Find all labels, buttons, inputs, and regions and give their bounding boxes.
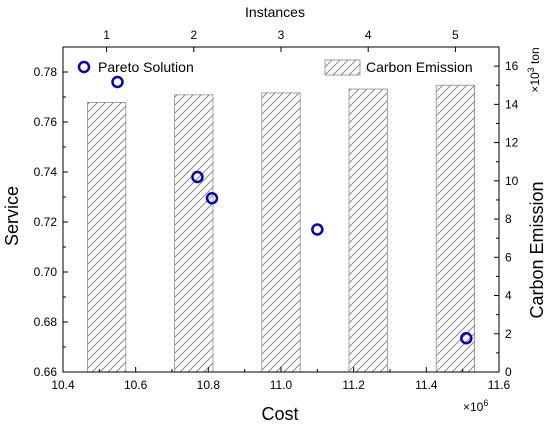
y-right-tick-label: 16 — [505, 59, 519, 73]
y-axis-left-title: Service — [2, 186, 22, 246]
y-right-tick-label: 14 — [505, 97, 519, 111]
x-tick-label: 11.0 — [270, 378, 293, 392]
x-tick-label: 10.8 — [197, 378, 221, 392]
x-top-tick-label: 3 — [278, 28, 285, 42]
x-tick-label: 10.6 — [124, 378, 148, 392]
pareto-points — [111, 75, 473, 345]
y-left-tick-label: 0.68 — [34, 315, 58, 329]
x-axis-multiplier: ×106 — [463, 398, 488, 414]
y-axis-right-unit: ×103 ton — [526, 47, 542, 92]
carbon-bar-2 — [174, 94, 214, 373]
y-left-tick-label: 0.74 — [34, 165, 58, 179]
y-right-tick-label: 12 — [505, 136, 519, 150]
carbon-bar-5 — [435, 84, 475, 373]
y-right-tick-label: 10 — [505, 174, 519, 188]
y-left-tick-label: 0.72 — [34, 215, 58, 229]
y-axis-left-ticks: 0.66 0.68 0.70 0.72 0.74 0.76 0.78 — [34, 65, 68, 379]
y-axis-right-ticks: 0 2 4 6 8 10 12 14 16 — [494, 59, 519, 379]
y-right-tick-label: 0 — [505, 365, 512, 379]
x-top-tick-label: 2 — [190, 28, 197, 42]
x-top-tick-label: 5 — [452, 28, 459, 42]
legend-marker-pareto — [77, 60, 91, 74]
y-left-tick-label: 0.76 — [34, 115, 58, 129]
y-axis-right-title: Carbon Emission — [527, 181, 547, 318]
pareto-point-4 — [311, 223, 324, 236]
x-top-tick-label: 1 — [103, 28, 110, 42]
y-left-tick-label: 0.70 — [34, 265, 58, 279]
legend: Pareto Solution Carbon Emission — [77, 59, 473, 76]
legend-label-pareto: Pareto Solution — [98, 59, 194, 75]
x-tick-label: 11.4 — [415, 378, 438, 392]
y-left-tick-label: 0.66 — [34, 365, 58, 379]
carbon-bar-4 — [348, 88, 388, 373]
x-axis-top-ticks: 1 2 3 4 5 — [103, 28, 459, 52]
y-right-tick-label: 8 — [505, 212, 512, 226]
pareto-point-5 — [460, 332, 473, 345]
x-axis-bottom-title: Cost — [261, 404, 298, 424]
legend-item-pareto: Pareto Solution — [77, 59, 194, 75]
x-axis-top-title: Instances — [245, 4, 305, 20]
x-axis-bottom-ticks: 10.4 10.6 10.8 11.0 11.2 11.4 11.6 — [51, 367, 511, 392]
pareto-point-2 — [191, 170, 204, 184]
legend-item-carbon: Carbon Emission — [324, 59, 473, 76]
y-right-tick-label: 2 — [505, 327, 512, 341]
legend-label-carbon: Carbon Emission — [366, 59, 473, 75]
carbon-emission-bars — [87, 84, 475, 373]
pareto-point-1 — [111, 75, 124, 89]
carbon-bar-1 — [87, 102, 127, 373]
x-tick-label: 10.4 — [51, 378, 75, 392]
x-tick-label: 11.6 — [488, 378, 511, 392]
carbon-bar-3 — [261, 92, 301, 373]
y-right-tick-label: 4 — [505, 289, 512, 303]
legend-swatch-carbon — [324, 59, 361, 76]
y-right-tick-label: 6 — [505, 250, 512, 264]
x-top-tick-label: 4 — [365, 28, 372, 42]
y-left-tick-label: 0.78 — [34, 65, 58, 79]
pareto-point-3 — [205, 192, 219, 205]
x-tick-label: 11.2 — [342, 378, 365, 392]
